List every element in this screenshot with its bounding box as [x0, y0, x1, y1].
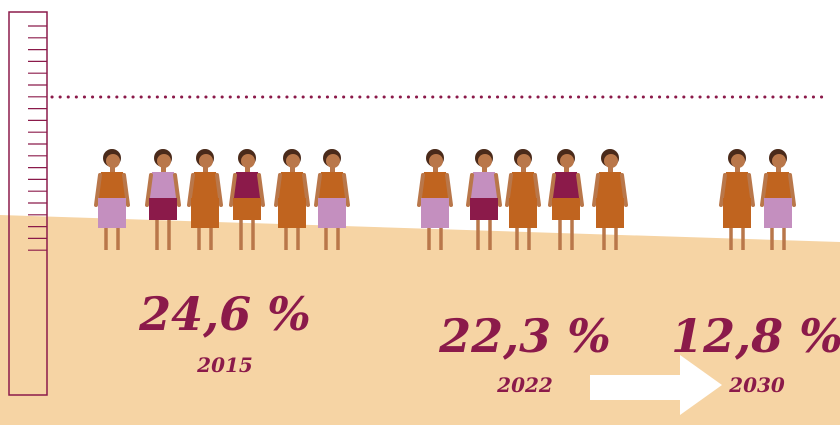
neck	[245, 167, 250, 172]
bottom	[318, 198, 346, 228]
neck	[521, 167, 526, 172]
head	[604, 154, 618, 168]
neck	[290, 167, 295, 172]
neck	[564, 167, 569, 172]
bottom	[552, 198, 580, 220]
year-label: 2022	[496, 373, 553, 397]
head	[106, 154, 120, 168]
bottom	[98, 198, 126, 228]
person	[762, 149, 794, 250]
neck	[161, 167, 166, 172]
neck	[608, 167, 613, 172]
neck	[203, 167, 208, 172]
head	[731, 154, 745, 168]
value-label: 12,8 %	[671, 309, 840, 363]
head	[517, 154, 531, 168]
neck	[330, 167, 335, 172]
value-label: 24,6 %	[138, 287, 311, 341]
head	[478, 154, 492, 168]
bottom	[149, 198, 177, 220]
infographic: 24,6 % 2015 22,3 % 2022 12,8 % 2030	[0, 0, 840, 425]
bottom	[596, 198, 624, 228]
head	[199, 154, 213, 168]
neck	[433, 167, 438, 172]
head	[429, 154, 443, 168]
bottom	[723, 198, 751, 228]
head	[157, 154, 171, 168]
head	[326, 154, 340, 168]
page: 24,6 % 2015 22,3 % 2022 12,8 % 2030 (() …	[0, 0, 840, 425]
neck	[110, 167, 115, 172]
year-label: 2015	[196, 353, 253, 377]
bottom	[278, 198, 306, 228]
bottom	[764, 198, 792, 228]
year-label: 2030	[728, 373, 785, 397]
neck	[735, 167, 740, 172]
value-label: 22,3 %	[438, 309, 611, 363]
head	[560, 154, 574, 168]
bottom	[191, 198, 219, 228]
bottom	[233, 198, 261, 220]
person	[721, 149, 753, 250]
bottom	[421, 198, 449, 228]
neck	[776, 167, 781, 172]
head	[772, 154, 786, 168]
bottom	[509, 198, 537, 228]
head	[241, 154, 255, 168]
neck	[482, 167, 487, 172]
head	[286, 154, 300, 168]
bottom	[470, 198, 498, 220]
